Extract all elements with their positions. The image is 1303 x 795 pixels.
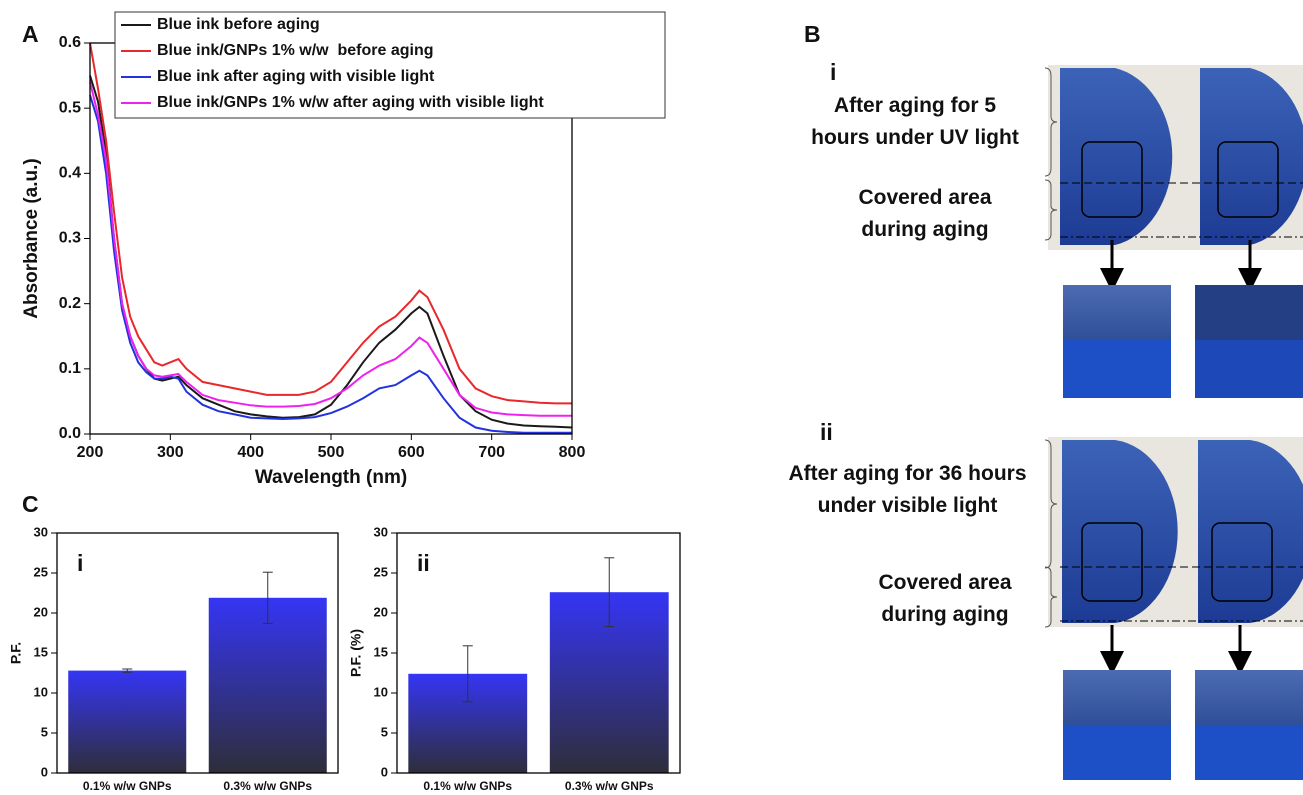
- x-tick-label: 800: [559, 444, 586, 461]
- y-tick-label: 10: [374, 684, 388, 699]
- panel-label: C: [22, 491, 39, 517]
- y-tick-label: 0: [41, 764, 48, 779]
- sub-label: i: [830, 59, 837, 85]
- panel-b-photos: [1044, 65, 1303, 780]
- x-tick-label: 700: [478, 444, 505, 461]
- y-tick-label: 0.5: [59, 99, 81, 116]
- y-tick-label: 0.1: [59, 360, 81, 377]
- y-tick-label: 25: [374, 564, 388, 579]
- caption: Covered area during aging: [878, 571, 1012, 626]
- x-tick-label: 0.1% w/w GNPs: [423, 779, 512, 793]
- error-bar: [262, 571, 273, 624]
- legend-label: Blue ink after aging with visible light: [157, 68, 435, 85]
- y-tick-label: 30: [374, 524, 388, 539]
- panel-label: A: [22, 21, 39, 47]
- x-tick-label: 0.1% w/w GNPs: [83, 779, 172, 793]
- panel-label: B: [804, 21, 821, 47]
- line-series: [89, 75, 573, 429]
- panel-sublabel: ii: [417, 550, 430, 576]
- y-tick-label: 0: [381, 764, 388, 779]
- x-tick-label: 200: [77, 444, 104, 461]
- line-series: [89, 94, 572, 434]
- y-tick-label: 0.6: [59, 34, 81, 51]
- y-tick-label: 15: [374, 644, 388, 659]
- caption: After aging for 5 hours under UV light: [811, 94, 1019, 149]
- x-tick-label: 0.3% w/w GNPs: [223, 779, 312, 793]
- y-tick-label: 30: [34, 524, 48, 539]
- x-tick-label: 400: [237, 444, 264, 461]
- error-bar: [604, 557, 615, 628]
- x-tick-label: 500: [318, 444, 345, 461]
- y-axis-label: P.F. (%): [348, 629, 364, 677]
- y-tick-label: 0.0: [59, 425, 81, 442]
- error-bar: [122, 668, 133, 673]
- legend-label: Blue ink before aging: [157, 16, 320, 33]
- bar: [208, 597, 327, 773]
- y-tick-label: 20: [374, 604, 388, 619]
- y-tick-label: 25: [34, 564, 48, 579]
- y-tick-label: 0.3: [59, 230, 81, 247]
- bar: [68, 670, 187, 773]
- line-series: [89, 42, 572, 405]
- y-tick-label: 20: [34, 604, 48, 619]
- plot-frame: [56, 532, 339, 774]
- x-axis-label: Wavelength (nm): [255, 467, 407, 488]
- sub-label: ii: [820, 419, 833, 445]
- line-series: [89, 81, 572, 417]
- x-tick-label: 600: [398, 444, 425, 461]
- legend-label: Blue ink/GNPs 1% w/w after aging with vi…: [157, 94, 544, 111]
- y-tick-label: 0.4: [59, 165, 81, 182]
- y-axis-label: P.F.: [8, 642, 24, 664]
- error-bar: [462, 645, 473, 703]
- panel-sublabel: i: [77, 550, 83, 576]
- x-tick-label: 300: [157, 444, 184, 461]
- legend-label: Blue ink/GNPs 1% w/w before aging: [157, 42, 434, 59]
- y-tick-label: 0.2: [59, 295, 81, 312]
- y-tick-label: 5: [381, 724, 388, 739]
- y-axis-label: Absorbance (a.u.): [21, 158, 42, 318]
- caption: After aging for 36 hours under visible l…: [788, 462, 1027, 517]
- y-tick-label: 15: [34, 644, 48, 659]
- legend: [114, 11, 666, 119]
- plot-frame: [396, 532, 681, 774]
- y-tick-label: 5: [41, 724, 48, 739]
- caption: Covered area during aging: [858, 186, 992, 241]
- y-tick-label: 10: [34, 684, 48, 699]
- x-tick-label: 0.3% w/w GNPs: [565, 779, 654, 793]
